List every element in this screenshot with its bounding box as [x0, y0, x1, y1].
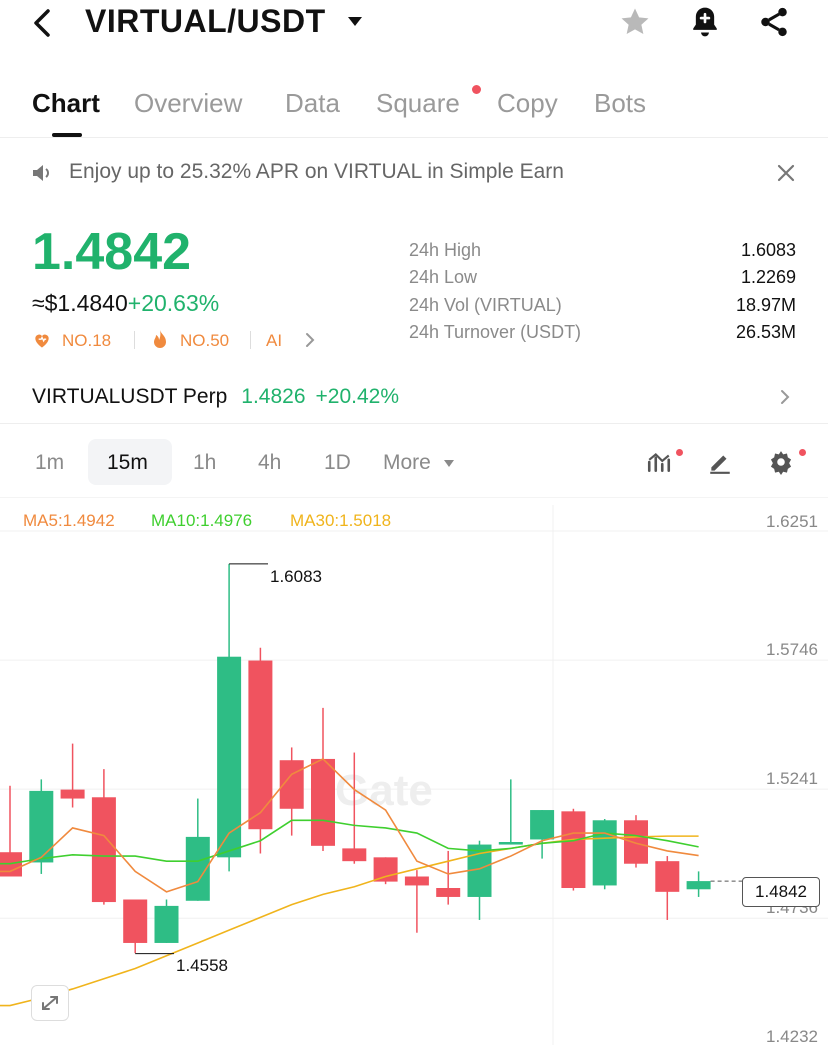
current-price-tag: 1.4842 [742, 877, 820, 907]
rank-divider [134, 331, 135, 349]
candle-body [29, 790, 54, 863]
candle-body [373, 857, 398, 882]
candle-body [592, 820, 617, 886]
ai-label[interactable]: AI [266, 331, 283, 350]
low-callout: 1.4558 [176, 956, 228, 975]
perp-change: +20.42% [315, 385, 400, 408]
candle-body [123, 899, 148, 943]
expand-chart-icon[interactable] [31, 985, 69, 1021]
y-tick: 1.5746 [766, 640, 818, 659]
perp-row[interactable]: VIRTUALUSDT Perp 1.4826 +20.42% [32, 385, 399, 409]
draw-pen-icon[interactable] [707, 449, 733, 475]
perp-price: 1.4826 [241, 385, 306, 408]
candle-body [0, 852, 22, 877]
stat-label-low: 24h Low [409, 267, 478, 287]
bell-plus-icon[interactable] [689, 5, 721, 39]
stat-label-high: 24h High [409, 240, 482, 260]
candle-body [498, 841, 523, 845]
candle-body [60, 789, 85, 799]
chevron-right-icon[interactable] [779, 388, 791, 406]
tab-bar: Chart Overview Data Square Copy Bots [0, 80, 828, 138]
pair-title[interactable]: VIRTUAL/USDT [85, 3, 326, 39]
interval-1h[interactable]: 1h [193, 451, 217, 474]
last-price: 1.4842 [32, 223, 192, 281]
tab-data[interactable]: Data [285, 88, 340, 118]
divider [0, 497, 828, 498]
candle-body [404, 876, 429, 886]
interval-4h[interactable]: 4h [258, 451, 282, 474]
stat-value-low: 1.2269 [740, 267, 796, 287]
ma10-legend: MA10:1.4976 [151, 511, 253, 530]
interval-1d[interactable]: 1D [324, 451, 351, 474]
y-tick: 1.6251 [766, 512, 818, 531]
caret-down-icon[interactable] [346, 14, 364, 28]
heart-rank-icon [32, 330, 52, 350]
stat-label-vol: 24h Vol (VIRTUAL) [409, 295, 562, 315]
watermark: Gate [335, 766, 433, 815]
top-bar: VIRTUAL/USDT [0, 0, 828, 48]
candle-body [624, 820, 648, 864]
candle-body [217, 656, 242, 858]
fiat-price-line: ≈$1.4840+20.63% [32, 290, 219, 317]
candle-body [248, 660, 273, 830]
ma5-line [0, 757, 699, 893]
fire-rank-icon [150, 329, 170, 351]
rank-fire[interactable]: NO.50 [180, 331, 230, 350]
stat-label-turnover: 24h Turnover (USDT) [409, 322, 582, 342]
indicators-icon[interactable] [646, 449, 672, 475]
stat-value-high: 1.6083 [740, 240, 796, 260]
candle-body [185, 836, 210, 901]
price-change: +20.63% [127, 290, 220, 316]
caret-down-icon[interactable] [443, 459, 455, 468]
y-tick: 1.5241 [766, 769, 818, 788]
candle-body [655, 861, 680, 892]
speaker-icon [31, 163, 53, 183]
ma30-line [0, 835, 699, 1007]
active-tab-indicator [52, 133, 82, 137]
settings-badge-dot [799, 449, 806, 456]
interval-active-bg [88, 439, 172, 485]
candle-body [530, 810, 555, 840]
y-tick: 1.4232 [766, 1027, 818, 1046]
tab-copy[interactable]: Copy [497, 88, 558, 118]
candle-body [436, 888, 461, 897]
fiat-price: ≈$1.4840 [32, 290, 128, 316]
share-icon[interactable] [757, 5, 791, 39]
rank-divider [250, 331, 251, 349]
candle-body [154, 905, 179, 943]
stat-value-turnover: 26.53M [735, 322, 796, 342]
candle-body [311, 758, 335, 846]
candle-body [686, 881, 711, 890]
ma5-legend: MA5:1.4942 [23, 511, 115, 530]
tab-bots[interactable]: Bots [594, 88, 647, 118]
interval-15m[interactable]: 15m [107, 451, 148, 474]
candle-body [91, 797, 116, 903]
chevron-right-icon[interactable] [304, 331, 316, 349]
divider [0, 423, 828, 424]
settings-gear-icon[interactable] [768, 449, 794, 475]
tab-chart[interactable]: Chart [32, 88, 100, 118]
candle-body [342, 848, 367, 862]
interval-more[interactable]: More [383, 451, 431, 474]
ma30-legend: MA30:1.5018 [290, 511, 392, 530]
candle-body [467, 844, 492, 897]
close-icon[interactable] [776, 163, 796, 183]
square-badge-dot [472, 85, 481, 94]
stat-value-vol: 18.97M [735, 295, 796, 315]
banner-text: Enjoy up to 25.32% APR on VIRTUAL in Sim… [69, 160, 564, 183]
interval-1m[interactable]: 1m [35, 451, 65, 474]
tab-overview[interactable]: Overview [134, 88, 243, 118]
perp-name: VIRTUALUSDT Perp [32, 385, 228, 408]
rank-heart[interactable]: NO.18 [62, 331, 112, 350]
indicators-badge-dot [676, 449, 683, 456]
high-callout: 1.6083 [270, 567, 322, 586]
back-icon[interactable] [30, 5, 58, 41]
earn-banner[interactable]: Enjoy up to 25.32% APR on VIRTUAL in Sim… [0, 150, 828, 196]
ma10-line [0, 819, 699, 865]
candle-body [279, 760, 304, 809]
candle-body [561, 811, 586, 889]
star-icon[interactable] [618, 5, 652, 39]
tab-square[interactable]: Square [376, 88, 460, 118]
